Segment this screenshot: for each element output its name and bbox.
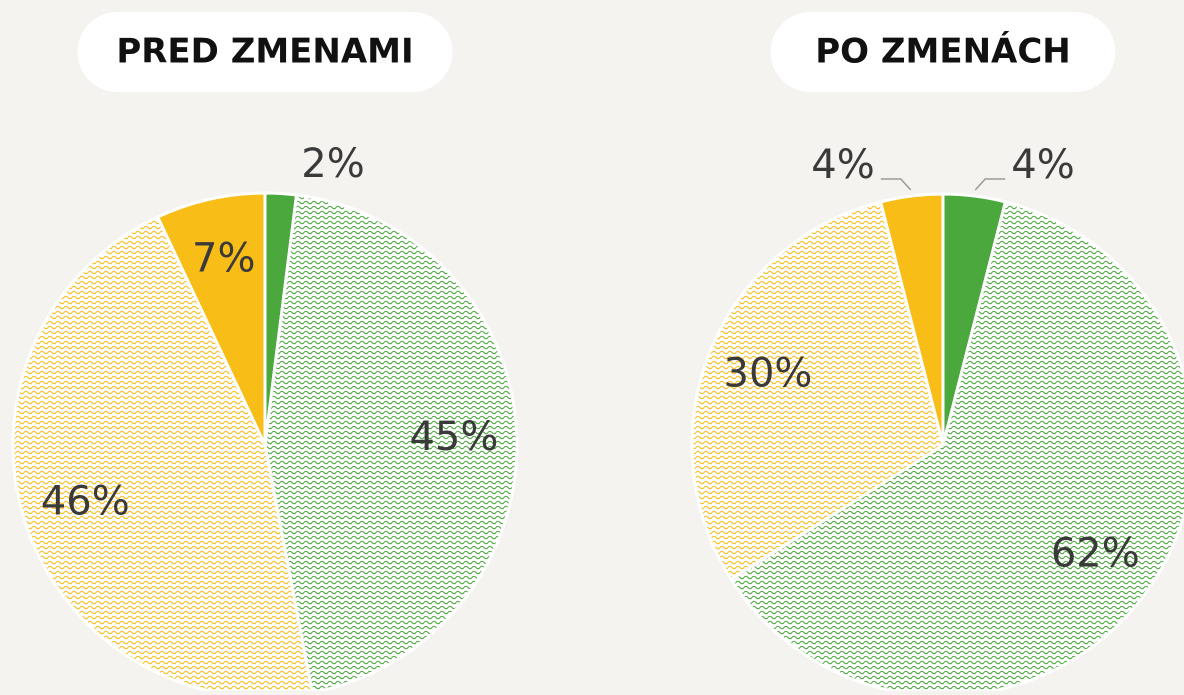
pie-slice <box>155 191 267 446</box>
value-label: 2% <box>301 141 364 187</box>
pie-slice <box>729 200 1184 695</box>
value-label: 30% <box>724 351 813 397</box>
title-pill <box>77 12 453 92</box>
pie-slice <box>878 192 945 446</box>
leader-line <box>974 178 1006 191</box>
pie-slice <box>690 200 945 582</box>
chart-title: PO ZMENÁCH <box>815 31 1071 72</box>
chart-title: PRED ZMENAMI <box>116 32 413 72</box>
value-label: 7% <box>192 236 255 282</box>
leader-line <box>880 178 912 191</box>
value-label: 46% <box>41 478 130 524</box>
title-pill <box>770 12 1116 92</box>
value-label: 4% <box>1011 142 1074 188</box>
value-label: 45% <box>409 414 498 460</box>
pie-slice <box>263 193 519 695</box>
value-label: 62% <box>1051 531 1140 577</box>
value-label: 4% <box>811 142 874 188</box>
